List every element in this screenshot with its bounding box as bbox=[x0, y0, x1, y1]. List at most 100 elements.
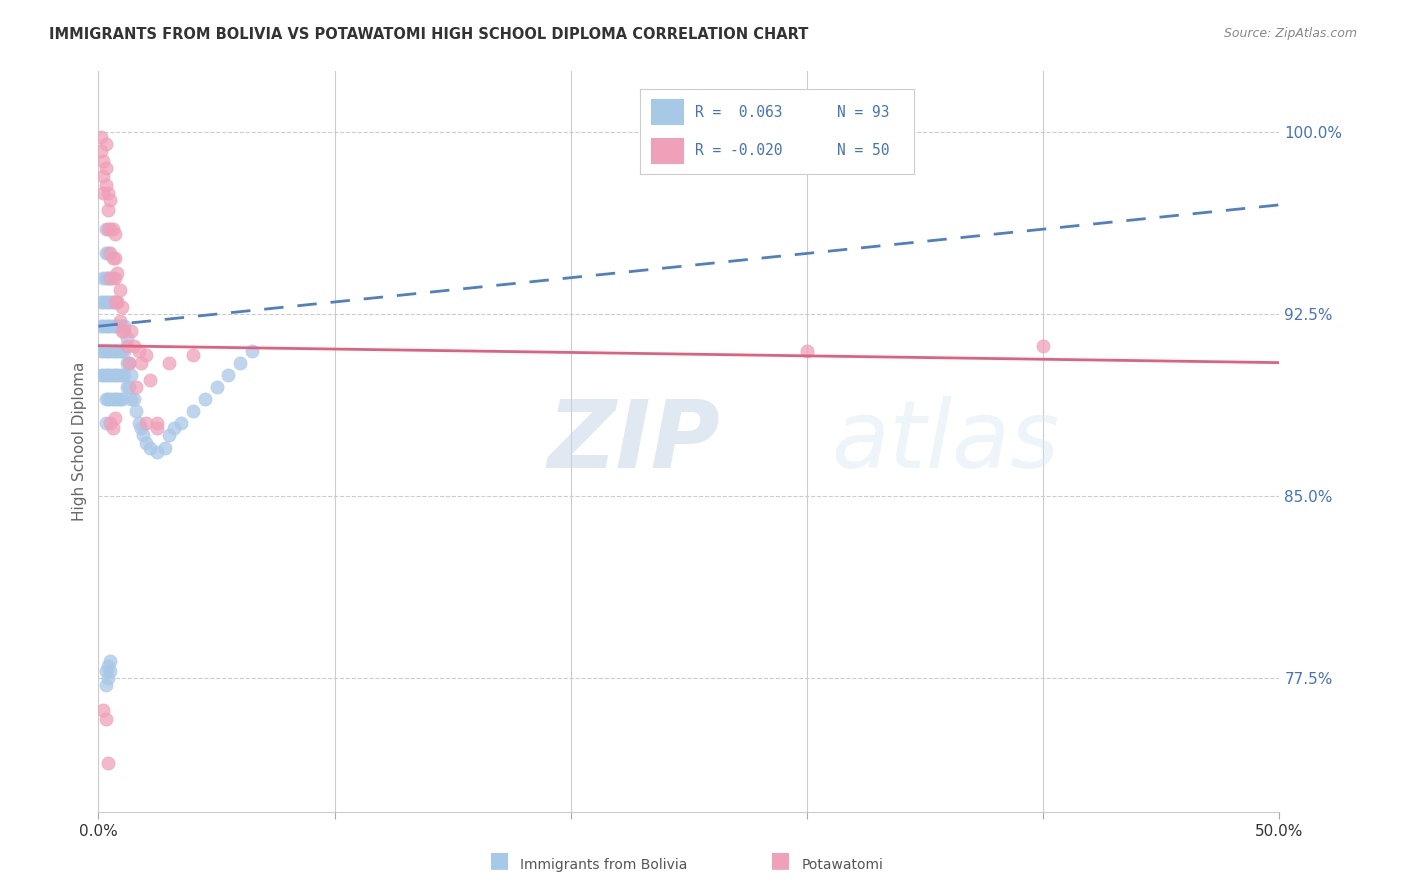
Point bbox=[101, 421, 124, 435]
Point bbox=[111, 368, 134, 382]
Point bbox=[98, 417, 121, 431]
Point bbox=[98, 392, 121, 406]
Point bbox=[146, 421, 169, 435]
Point bbox=[121, 392, 143, 406]
Point bbox=[94, 295, 117, 310]
Point bbox=[105, 343, 128, 358]
Point bbox=[94, 178, 117, 193]
Point bbox=[94, 417, 117, 431]
Point bbox=[90, 343, 112, 358]
Point bbox=[108, 392, 131, 406]
Point bbox=[97, 202, 120, 217]
Point bbox=[229, 356, 252, 370]
Point bbox=[111, 343, 134, 358]
Point bbox=[129, 356, 152, 370]
Point bbox=[105, 295, 128, 310]
Point bbox=[104, 368, 127, 382]
Point bbox=[112, 324, 135, 338]
Point bbox=[91, 703, 114, 717]
Point bbox=[97, 270, 120, 285]
Point bbox=[135, 348, 157, 362]
Point bbox=[112, 368, 135, 382]
Point bbox=[1032, 339, 1054, 353]
Point bbox=[112, 343, 135, 358]
Point bbox=[125, 380, 148, 394]
Point bbox=[146, 417, 169, 431]
Point bbox=[101, 295, 124, 310]
Point bbox=[105, 368, 128, 382]
Point bbox=[98, 654, 121, 668]
Point bbox=[94, 664, 117, 678]
Point bbox=[98, 246, 121, 260]
Point bbox=[94, 368, 117, 382]
Point bbox=[101, 392, 124, 406]
Point bbox=[91, 186, 114, 200]
Bar bbox=[651, 99, 683, 125]
Point bbox=[97, 186, 120, 200]
Point bbox=[115, 356, 138, 370]
Point bbox=[98, 270, 121, 285]
Point bbox=[111, 324, 134, 338]
Point bbox=[111, 300, 134, 314]
Text: IMMIGRANTS FROM BOLIVIA VS POTAWATOMI HIGH SCHOOL DIPLOMA CORRELATION CHART: IMMIGRANTS FROM BOLIVIA VS POTAWATOMI HI… bbox=[49, 27, 808, 42]
Point bbox=[97, 368, 120, 382]
Point bbox=[94, 343, 117, 358]
Point bbox=[181, 404, 204, 418]
Point bbox=[94, 270, 117, 285]
Text: Source: ZipAtlas.com: Source: ZipAtlas.com bbox=[1223, 27, 1357, 40]
Point bbox=[90, 145, 112, 159]
Point bbox=[91, 154, 114, 169]
Point bbox=[181, 348, 204, 362]
Point bbox=[108, 319, 131, 334]
Point bbox=[217, 368, 239, 382]
Point bbox=[101, 319, 124, 334]
Text: Immigrants from Bolivia: Immigrants from Bolivia bbox=[520, 858, 688, 872]
Point bbox=[98, 319, 121, 334]
Point bbox=[121, 368, 143, 382]
Text: R = -0.020: R = -0.020 bbox=[695, 143, 782, 158]
Point bbox=[146, 445, 169, 459]
Point bbox=[97, 295, 120, 310]
Point bbox=[97, 319, 120, 334]
Point bbox=[98, 295, 121, 310]
Text: ■: ■ bbox=[770, 850, 790, 870]
Point bbox=[108, 343, 131, 358]
Point bbox=[157, 356, 180, 370]
Point bbox=[101, 252, 124, 266]
Point bbox=[101, 368, 124, 382]
Point bbox=[98, 343, 121, 358]
Point bbox=[135, 435, 157, 450]
Point bbox=[91, 319, 114, 334]
Point bbox=[132, 428, 155, 442]
Point bbox=[91, 343, 114, 358]
Point bbox=[98, 368, 121, 382]
Point bbox=[129, 421, 152, 435]
Point bbox=[135, 417, 157, 431]
Point bbox=[105, 295, 128, 310]
Point bbox=[112, 319, 135, 334]
Point bbox=[125, 404, 148, 418]
Text: N = 93: N = 93 bbox=[837, 104, 890, 120]
Point bbox=[104, 295, 127, 310]
Point bbox=[108, 314, 131, 328]
Point bbox=[97, 246, 120, 260]
Point bbox=[94, 222, 117, 236]
Point bbox=[94, 392, 117, 406]
Point bbox=[97, 671, 120, 685]
Point bbox=[128, 343, 150, 358]
Point bbox=[240, 343, 263, 358]
Point bbox=[97, 343, 120, 358]
Point bbox=[97, 392, 120, 406]
Point bbox=[111, 392, 134, 406]
Text: ZIP: ZIP bbox=[547, 395, 720, 488]
Point bbox=[118, 380, 141, 394]
Point bbox=[97, 756, 120, 771]
Point bbox=[90, 319, 112, 334]
Point bbox=[94, 319, 117, 334]
Point bbox=[94, 678, 117, 692]
Point bbox=[170, 417, 193, 431]
Point bbox=[94, 161, 117, 176]
Point bbox=[111, 319, 134, 334]
Text: ■: ■ bbox=[489, 850, 509, 870]
Point bbox=[205, 380, 228, 394]
